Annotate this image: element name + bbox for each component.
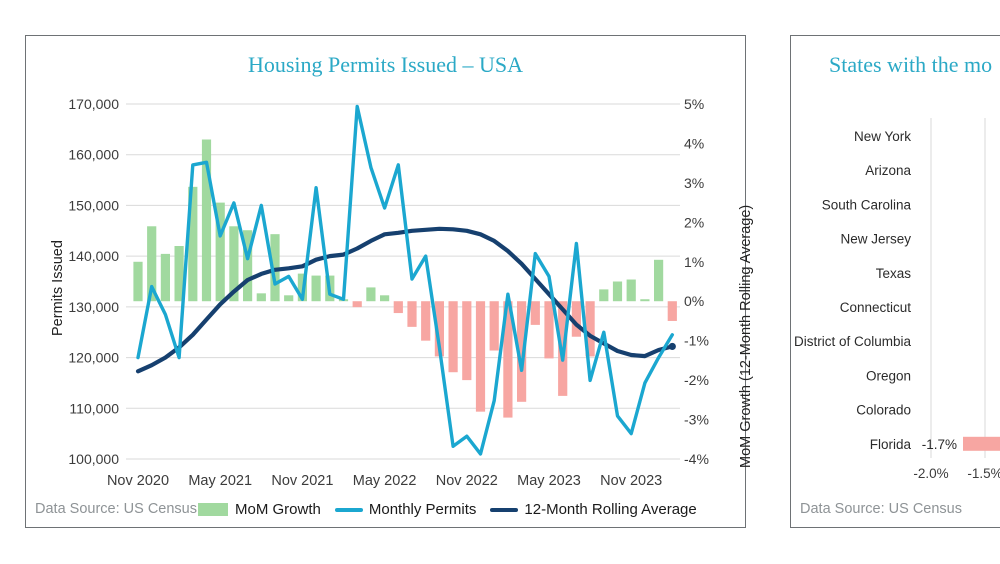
monthly-permits-line bbox=[136, 104, 674, 456]
states-chart-panel: States with the mo -2.0% -1.5% New York Ari… bbox=[790, 35, 1000, 528]
y-right-tick-label: 3% bbox=[684, 175, 704, 191]
y-right-tick-label: -2% bbox=[684, 372, 709, 388]
legend-label-mom-growth: MoM Growth bbox=[235, 501, 321, 518]
mom-growth-bar bbox=[654, 259, 664, 302]
category-label: Colorado bbox=[856, 403, 911, 418]
mom-growth-bar bbox=[147, 226, 157, 302]
mom-growth-bar bbox=[393, 301, 403, 314]
mom-growth-bar bbox=[462, 301, 472, 381]
y-left-axis-title: Permits Issued bbox=[50, 240, 66, 336]
mom-growth-bar bbox=[284, 295, 294, 302]
y-right-tick-label: 0% bbox=[684, 293, 704, 309]
y-left-tick-label: 130,000 bbox=[68, 299, 119, 315]
mom-growth-bar bbox=[174, 246, 184, 302]
y-right-tick-label: 1% bbox=[684, 254, 704, 270]
mom-growth-bar bbox=[201, 139, 212, 302]
mom-growth-bar bbox=[544, 301, 554, 359]
chart-legend: MoM Growth Monthly Permits 12-Month Roll… bbox=[198, 501, 711, 518]
category-label: Arizona bbox=[865, 163, 911, 178]
mom-growth-bar bbox=[243, 230, 253, 302]
mom-growth-bar bbox=[311, 275, 321, 302]
florida-value-label: -1.7% bbox=[922, 437, 957, 452]
mom-growth-bar bbox=[489, 301, 499, 351]
mom-growth-bar bbox=[188, 186, 198, 302]
category-label: Connecticut bbox=[840, 300, 912, 315]
y-left-tick-label: 100,000 bbox=[68, 451, 119, 467]
mom-growth-bar bbox=[448, 301, 458, 373]
category-label: Florida bbox=[870, 437, 912, 452]
mom-growth-bar bbox=[503, 301, 513, 418]
mom-growth-bar bbox=[517, 301, 527, 402]
florida-bar bbox=[963, 436, 1000, 451]
y-right-tick-label: -4% bbox=[684, 451, 709, 467]
mom-growth-bar bbox=[530, 301, 540, 325]
legend-label-rolling-average: 12-Month Rolling Average bbox=[524, 501, 697, 518]
y-right-tick-label: -1% bbox=[684, 333, 709, 349]
category-label: South Carolina bbox=[822, 197, 912, 212]
category-label: District of Columbia bbox=[794, 334, 912, 349]
category-label: Texas bbox=[876, 266, 912, 281]
y-right-tick-label: 2% bbox=[684, 214, 704, 230]
mom-growth-bar bbox=[475, 301, 486, 412]
y-right-tick-label: -3% bbox=[684, 412, 709, 428]
mom-growth-bar bbox=[626, 279, 636, 302]
mom-growth-bar bbox=[421, 301, 431, 341]
left-data-source: Data Source: US Census bbox=[35, 501, 197, 517]
mom-growth-bar bbox=[612, 281, 623, 302]
x-tick-label: -2.0% bbox=[913, 466, 948, 481]
rolling-average-swatch-icon bbox=[490, 507, 519, 512]
y-left-tick-label: 140,000 bbox=[68, 248, 119, 264]
mom-growth-bar bbox=[640, 299, 650, 302]
mom-growth-bar bbox=[229, 226, 239, 302]
y-right-tick-label: 4% bbox=[684, 135, 704, 151]
mom-growth-bar bbox=[352, 301, 362, 308]
mom-growth-bar bbox=[133, 261, 143, 302]
y-left-tick-label: 120,000 bbox=[68, 350, 119, 366]
housing-permits-chart-panel: Housing Permits Issued – USA 100,000 110,… bbox=[25, 35, 754, 528]
x-tick-label: Nov 2022 bbox=[436, 473, 498, 489]
right-chart-title: States with the mo bbox=[829, 52, 993, 77]
y-left-tick-label: 160,000 bbox=[68, 147, 119, 163]
legend-item-mom-growth: MoM Growth bbox=[198, 501, 321, 518]
x-tick-label: Nov 2020 bbox=[107, 473, 169, 489]
mom-growth-bar bbox=[571, 301, 581, 337]
x-tick-label: May 2022 bbox=[353, 473, 417, 489]
mom-growth-bar bbox=[215, 202, 225, 302]
mom-growth-swatch-icon bbox=[198, 503, 228, 516]
x-tick-label: May 2023 bbox=[517, 473, 581, 489]
y-left-tick-label: 170,000 bbox=[68, 96, 119, 112]
y-right-axis-title: MoM Growth (12-Month Rolling Average) bbox=[738, 204, 754, 468]
mom-growth-bar bbox=[434, 301, 444, 357]
y-left-tick-label: 110,000 bbox=[69, 400, 119, 416]
category-label: New Jersey bbox=[840, 232, 911, 247]
monthly-permits-swatch-icon bbox=[334, 507, 363, 512]
mom-growth-bar bbox=[585, 301, 595, 357]
right-data-source: Data Source: US Census bbox=[800, 501, 962, 517]
legend-label-monthly-permits: Monthly Permits bbox=[368, 501, 477, 518]
rolling-average-end-dot bbox=[668, 342, 676, 351]
mom-growth-bar bbox=[599, 289, 609, 302]
legend-item-monthly-permits: Monthly Permits bbox=[334, 501, 477, 518]
mom-growth-bar bbox=[256, 293, 266, 302]
y-left-tick-label: 150,000 bbox=[68, 197, 119, 213]
x-tick-label: -1.5% bbox=[967, 466, 1000, 481]
x-tick-label: Nov 2023 bbox=[600, 473, 662, 489]
category-label: Oregon bbox=[866, 368, 911, 383]
left-chart-title: Housing Permits Issued – USA bbox=[247, 52, 523, 77]
y-right-tick-label: 5% bbox=[684, 96, 704, 112]
mom-growth-bar bbox=[667, 301, 677, 321]
mom-growth-bar bbox=[407, 301, 417, 327]
states-plot: -2.0% -1.5% New York Arizona South Carolina N… bbox=[794, 118, 1000, 481]
x-tick-label: May 2021 bbox=[188, 473, 252, 489]
mom-growth-bar bbox=[380, 295, 390, 302]
category-label: New York bbox=[854, 129, 911, 144]
mom-growth-bar bbox=[160, 253, 170, 302]
legend-item-rolling-average: 12-Month Rolling Average bbox=[490, 501, 697, 518]
housing-permits-plot: 100,000 110,000 120,000 130,000 140,000 150,0… bbox=[68, 96, 709, 489]
mom-growth-bar bbox=[366, 287, 376, 302]
x-tick-label: Nov 2021 bbox=[271, 473, 333, 489]
